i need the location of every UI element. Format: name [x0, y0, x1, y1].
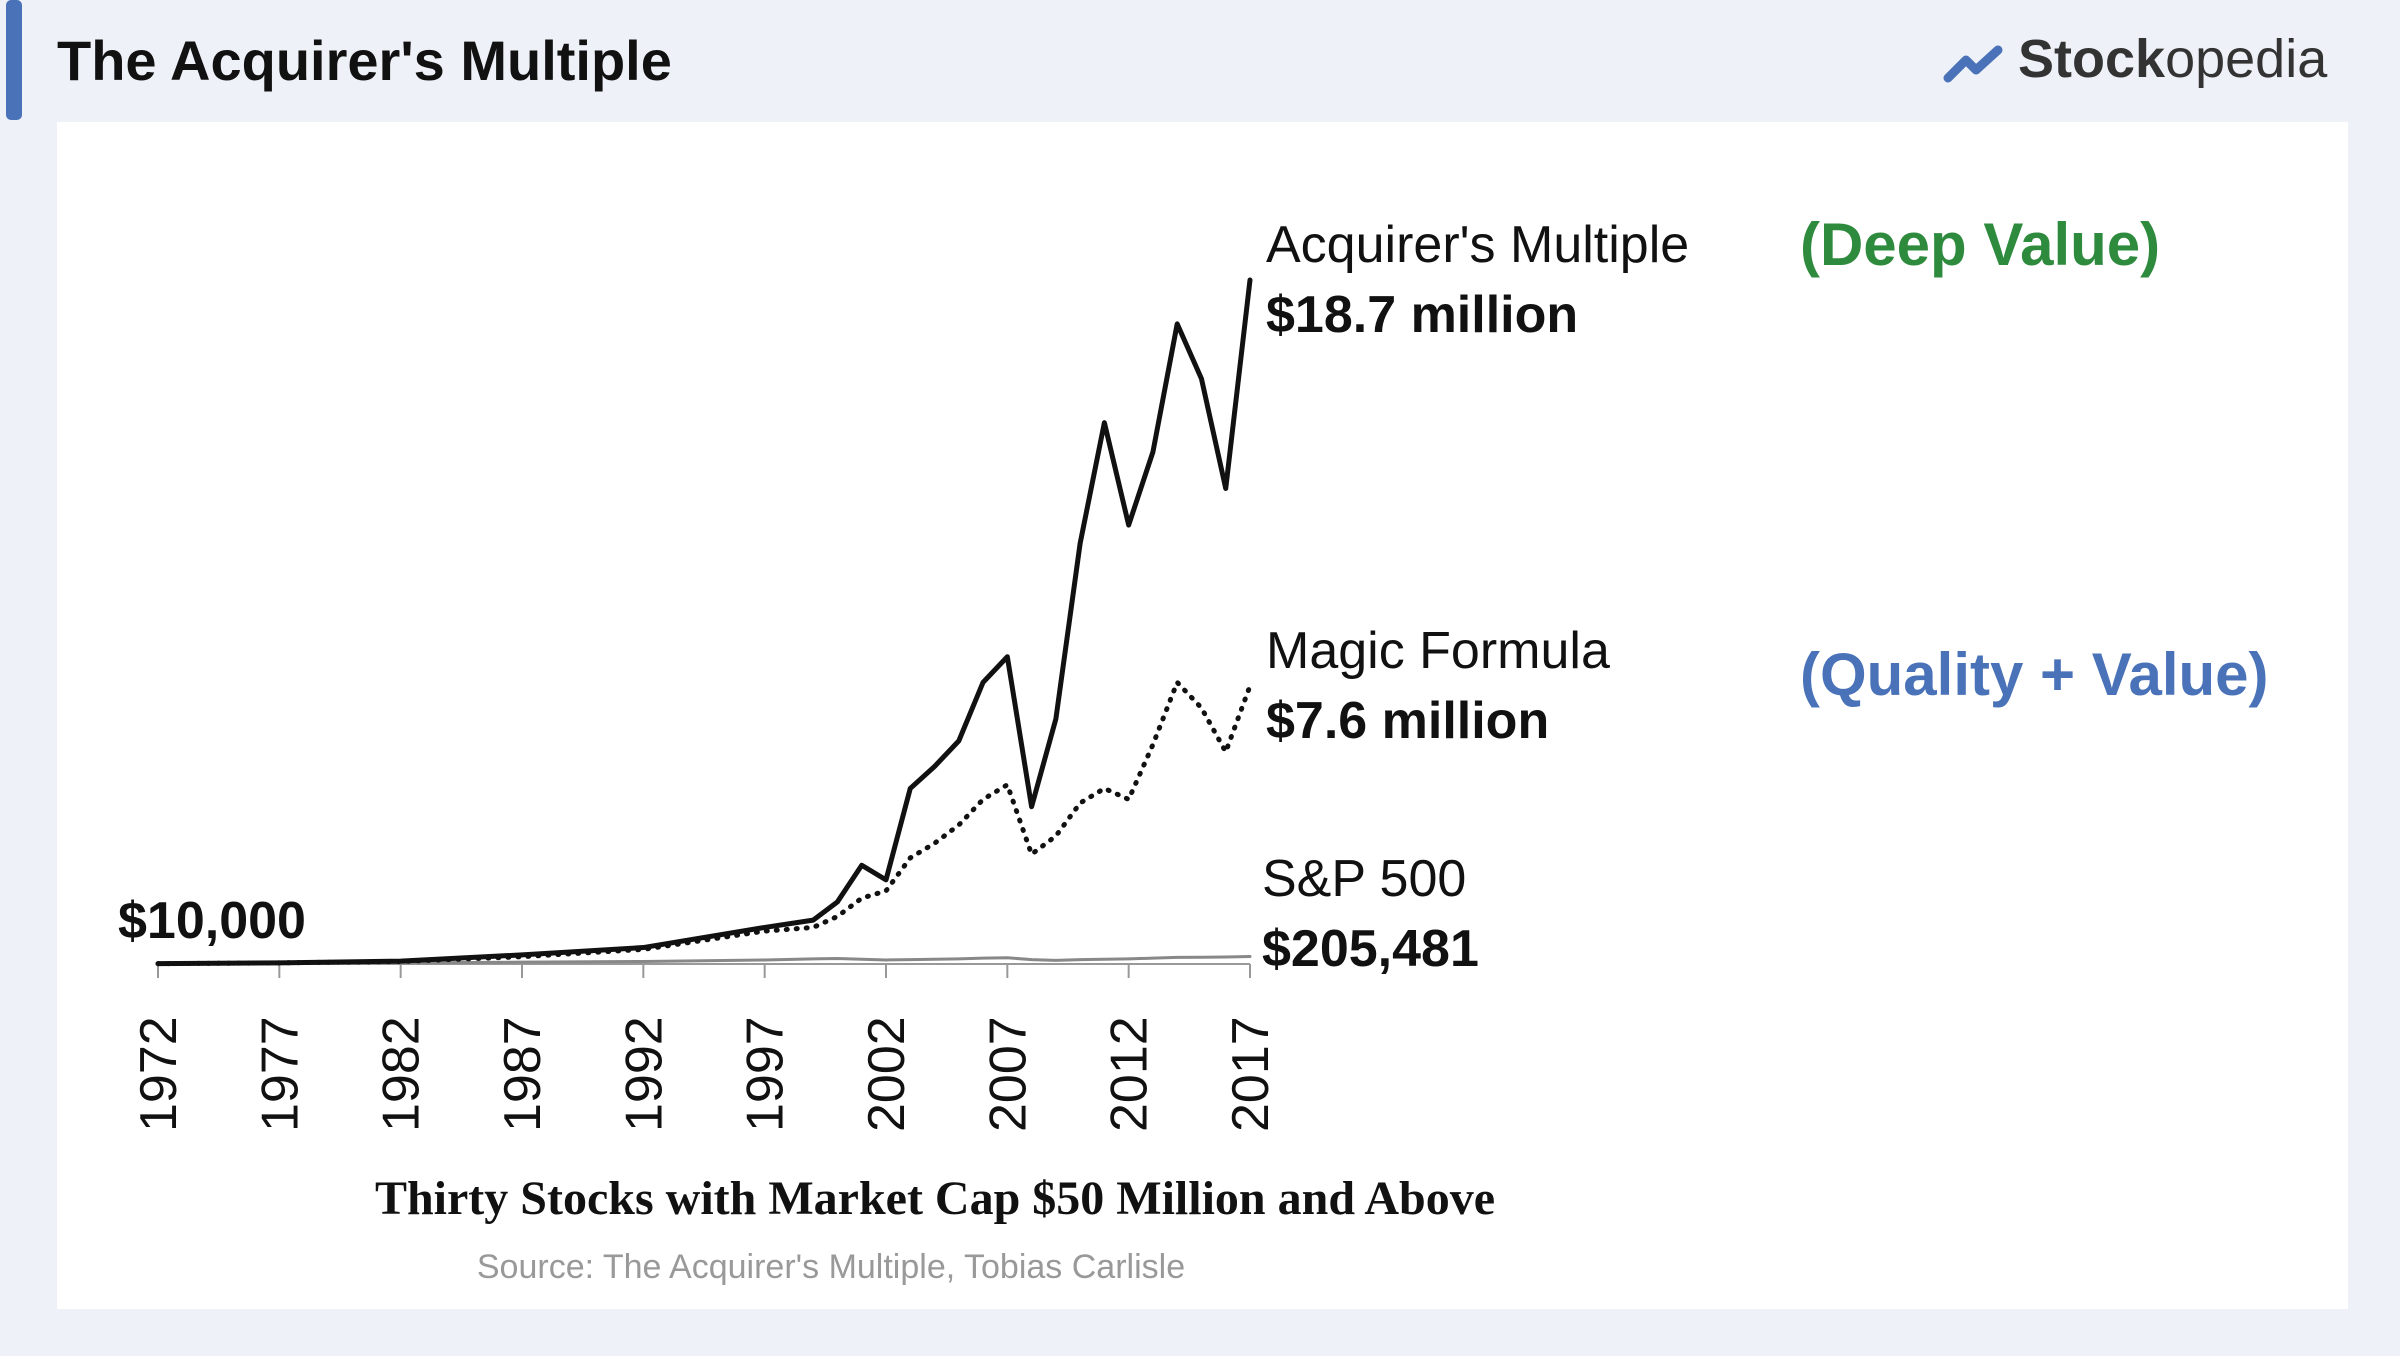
source: Source: The Acquirer's Multiple, Tobias …: [477, 1248, 1185, 1286]
end-label: $18.7 million: [1266, 286, 1578, 344]
brand-icon: [1943, 45, 2003, 83]
series-name: Acquirer's Multiple: [1266, 216, 1689, 274]
end-label: $205,481: [1262, 920, 1479, 978]
annotation: (Quality + Value): [1800, 641, 2269, 708]
end-label: $7.6 million: [1266, 692, 1549, 750]
panel: [57, 122, 2348, 1309]
series-line: [156, 954, 1252, 966]
x-tick-label: 2017: [1222, 1016, 1280, 1132]
accent-bar: [6, 0, 22, 120]
brand-light: opedia: [2165, 29, 2328, 89]
series-name: Magic Formula: [1266, 622, 1610, 680]
x-tick-label: 1987: [494, 1016, 552, 1132]
x-tick-label: 2007: [979, 1016, 1037, 1132]
brand-bold: Stock: [2018, 29, 2166, 89]
x-tick-label: 1997: [737, 1016, 795, 1132]
x-tick-label: 1982: [373, 1016, 431, 1132]
brand: Stockopedia: [2018, 29, 2328, 89]
x-tick-label: 1992: [615, 1016, 673, 1132]
header-title: The Acquirer's Multiple: [57, 29, 672, 92]
x-tick-label: 1972: [130, 1016, 188, 1132]
series-line: [155, 277, 1253, 967]
x-tick-label: 2002: [858, 1016, 916, 1132]
chart-title: Thirty Stocks with Market Cap $50 Millio…: [375, 1172, 1495, 1225]
start-label: $10,000: [118, 892, 306, 950]
x-tick-label: 1977: [251, 1016, 309, 1132]
series-name: S&P 500: [1262, 850, 1466, 908]
annotation: (Deep Value): [1800, 211, 2160, 278]
plot: 1972 1977 1982 1987 1992 1997 2002 2007 2012 2017: [130, 277, 1280, 1132]
x-tick-label: 2012: [1101, 1016, 1159, 1132]
series-line: [155, 679, 1253, 967]
